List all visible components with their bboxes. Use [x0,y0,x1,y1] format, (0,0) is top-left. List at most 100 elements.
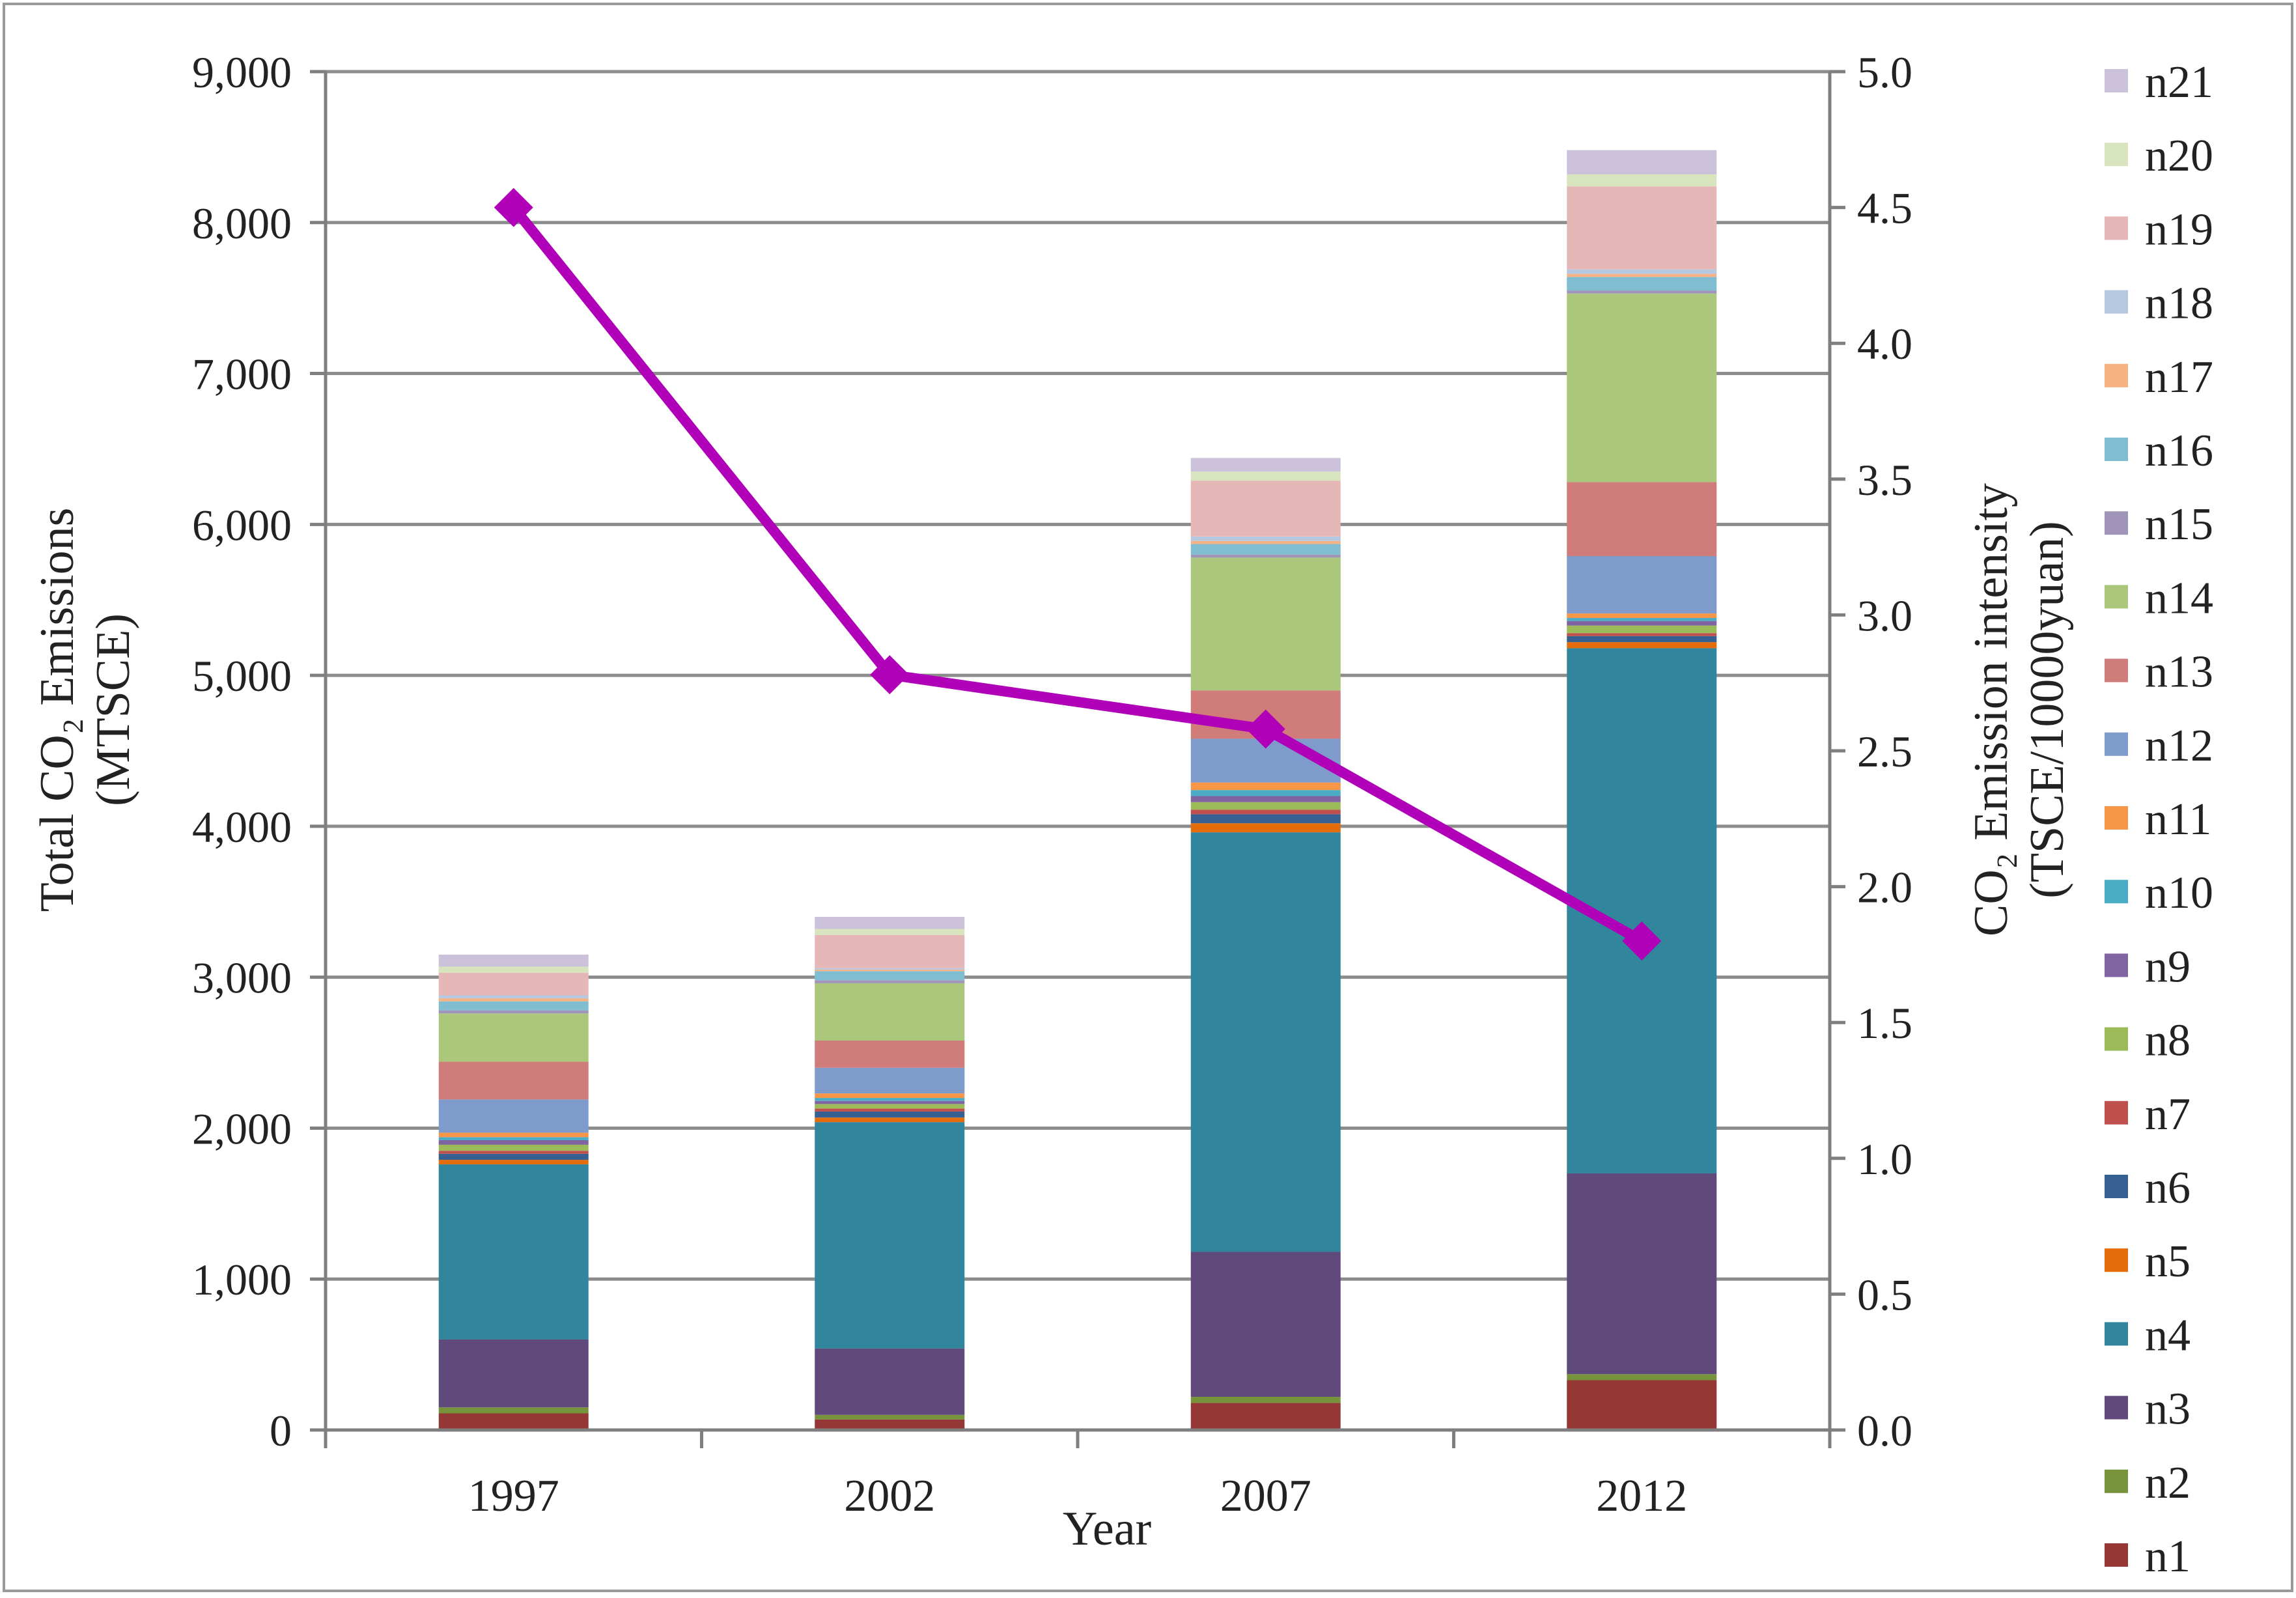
y2-tick-label: 3.5 [1857,455,1912,505]
bar-segment-n8-1997 [438,1144,589,1151]
bar-segment-n18-1997 [438,995,589,999]
legend-label-n10: n10 [2145,868,2213,918]
legend-label-n6: n6 [2145,1163,2191,1213]
legend-label-n3: n3 [2145,1384,2191,1435]
y-tick-label: 1,000 [192,1255,292,1304]
bar-segment-n8-2012 [1567,625,1717,634]
y-tick-label: 2,000 [192,1104,292,1153]
bar-segment-n11-2002 [815,1093,965,1099]
legend-label-n12: n12 [2145,721,2213,771]
y-axis-title-line1: Total CO₂ Emissions [31,508,84,912]
bar-segment-n15-2012 [1567,290,1717,294]
bar-segment-n4-2007 [1190,832,1341,1252]
bar-segment-n16-2007 [1190,544,1341,555]
bar-segment-n5-2007 [1190,823,1341,833]
bar-segment-n5-2002 [815,1117,965,1123]
bar-segment-n7-2002 [815,1108,965,1112]
legend-label-n4: n4 [2145,1310,2191,1360]
bar-segment-n16-2012 [1567,277,1717,291]
bar-segment-n2-1997 [438,1407,589,1414]
bar-segment-n15-1997 [438,1010,589,1014]
x-axis-title: Year [1063,1502,1151,1556]
bar-segment-n12-1997 [438,1099,589,1133]
bar-segment-n12-2002 [815,1067,965,1094]
bar-segment-n9-2012 [1567,621,1717,626]
legend-swatch-n7 [2105,1100,2128,1125]
y-tick-label: 9,000 [192,48,292,97]
bar-segment-n14-2002 [815,983,965,1041]
bar-segment-n6-2002 [815,1111,965,1118]
bar-segment-n7-2007 [1190,809,1341,815]
y-tick-label: 5,000 [192,651,292,701]
bar-segment-n10-2012 [1567,618,1717,621]
bar-segment-n15-2007 [1190,554,1341,558]
bar-segment-n13-2012 [1567,482,1717,557]
legend-swatch-n1 [2105,1543,2128,1567]
bar-segment-n15-2002 [815,980,965,983]
legend-label-n21: n21 [2145,57,2213,107]
bar-segment-n14-1997 [438,1013,589,1062]
y2-tick-label: 3.0 [1857,591,1912,640]
bar-segment-n8-2002 [815,1104,965,1109]
legend-label-n19: n19 [2145,204,2213,255]
bar-segment-n3-2012 [1567,1173,1717,1375]
legend-swatch-n16 [2105,438,2128,461]
y2-axis-title-line1: CO₂ Emission intensity [1965,483,2018,936]
bar-segment-n19-1997 [438,972,589,996]
intensity-marker-2007 [1246,709,1285,749]
legend-label-n18: n18 [2145,279,2213,329]
intensity-marker-2012 [1622,921,1662,961]
bar-segment-n19-2012 [1567,186,1717,270]
legend-swatch-n4 [2105,1322,2128,1346]
legend-swatch-n19 [2105,216,2128,240]
y2-tick-label: 4.0 [1857,319,1912,369]
bar-segment-n20-2007 [1190,471,1341,481]
bar-segment-n6-2012 [1567,636,1717,643]
legend-label-n2: n2 [2145,1458,2191,1508]
y2-tick-label: 0.5 [1857,1270,1912,1319]
bar-segment-n19-2007 [1190,481,1341,537]
x-tick-label: 1997 [468,1471,559,1521]
bar-segment-n4-1997 [438,1164,589,1339]
bar-segment-n10-2002 [815,1098,965,1101]
legend-label-n20: n20 [2145,131,2213,181]
legend-swatch-n18 [2105,290,2128,314]
bar-segment-n20-1997 [438,966,589,973]
bar-segment-n5-2012 [1567,642,1717,649]
bar-segment-n9-1997 [438,1140,589,1145]
legend-swatch-n14 [2105,585,2128,609]
bar-segment-n1-2012 [1567,1380,1717,1430]
y-tick-label: 3,000 [192,953,292,1003]
legend-label-n8: n8 [2145,1016,2191,1066]
legend-label-n17: n17 [2145,352,2213,402]
bar-segment-n9-2007 [1190,796,1341,802]
bar-segment-n3-2007 [1190,1252,1341,1397]
y-tick-label: 6,000 [192,500,292,550]
bar-segment-n6-1997 [438,1153,589,1160]
x-tick-label: 2002 [844,1471,935,1521]
bar-segment-n12-2012 [1567,556,1717,614]
intensity-line [494,188,1662,961]
legend-swatch-n2 [2105,1469,2128,1493]
bar-segment-n17-2002 [815,970,965,972]
legend-swatch-n3 [2105,1395,2128,1420]
bar-segment-n21-1997 [438,954,589,967]
y2-axis-title-line2: (TSCE/10000yuan) [2021,521,2074,899]
bar-segment-n1-2007 [1190,1403,1341,1430]
legend-label-n9: n9 [2145,942,2191,992]
y2-tick-label: 2.5 [1857,727,1912,776]
legend-swatch-n9 [2105,953,2128,977]
bar-segment-n1-2002 [815,1419,965,1430]
bar-segment-n2-2007 [1190,1397,1341,1403]
bar-segment-n2-2012 [1567,1374,1717,1381]
axes: 0 1,000 2,000 3,000 4,000 5,000 6,000 7,000 8,00… [192,48,1912,1521]
bar-segment-n17-2007 [1190,540,1341,544]
legend-label-n13: n13 [2145,647,2213,697]
legend-swatch-n8 [2105,1027,2128,1051]
legend-label-n11: n11 [2145,794,2211,845]
legend-swatch-n13 [2105,658,2128,682]
bar-segment-n8-2007 [1190,802,1341,810]
bar-segment-n17-1997 [438,998,589,1002]
y-tick-label: 0 [270,1406,292,1455]
legend-label-n7: n7 [2145,1089,2191,1140]
